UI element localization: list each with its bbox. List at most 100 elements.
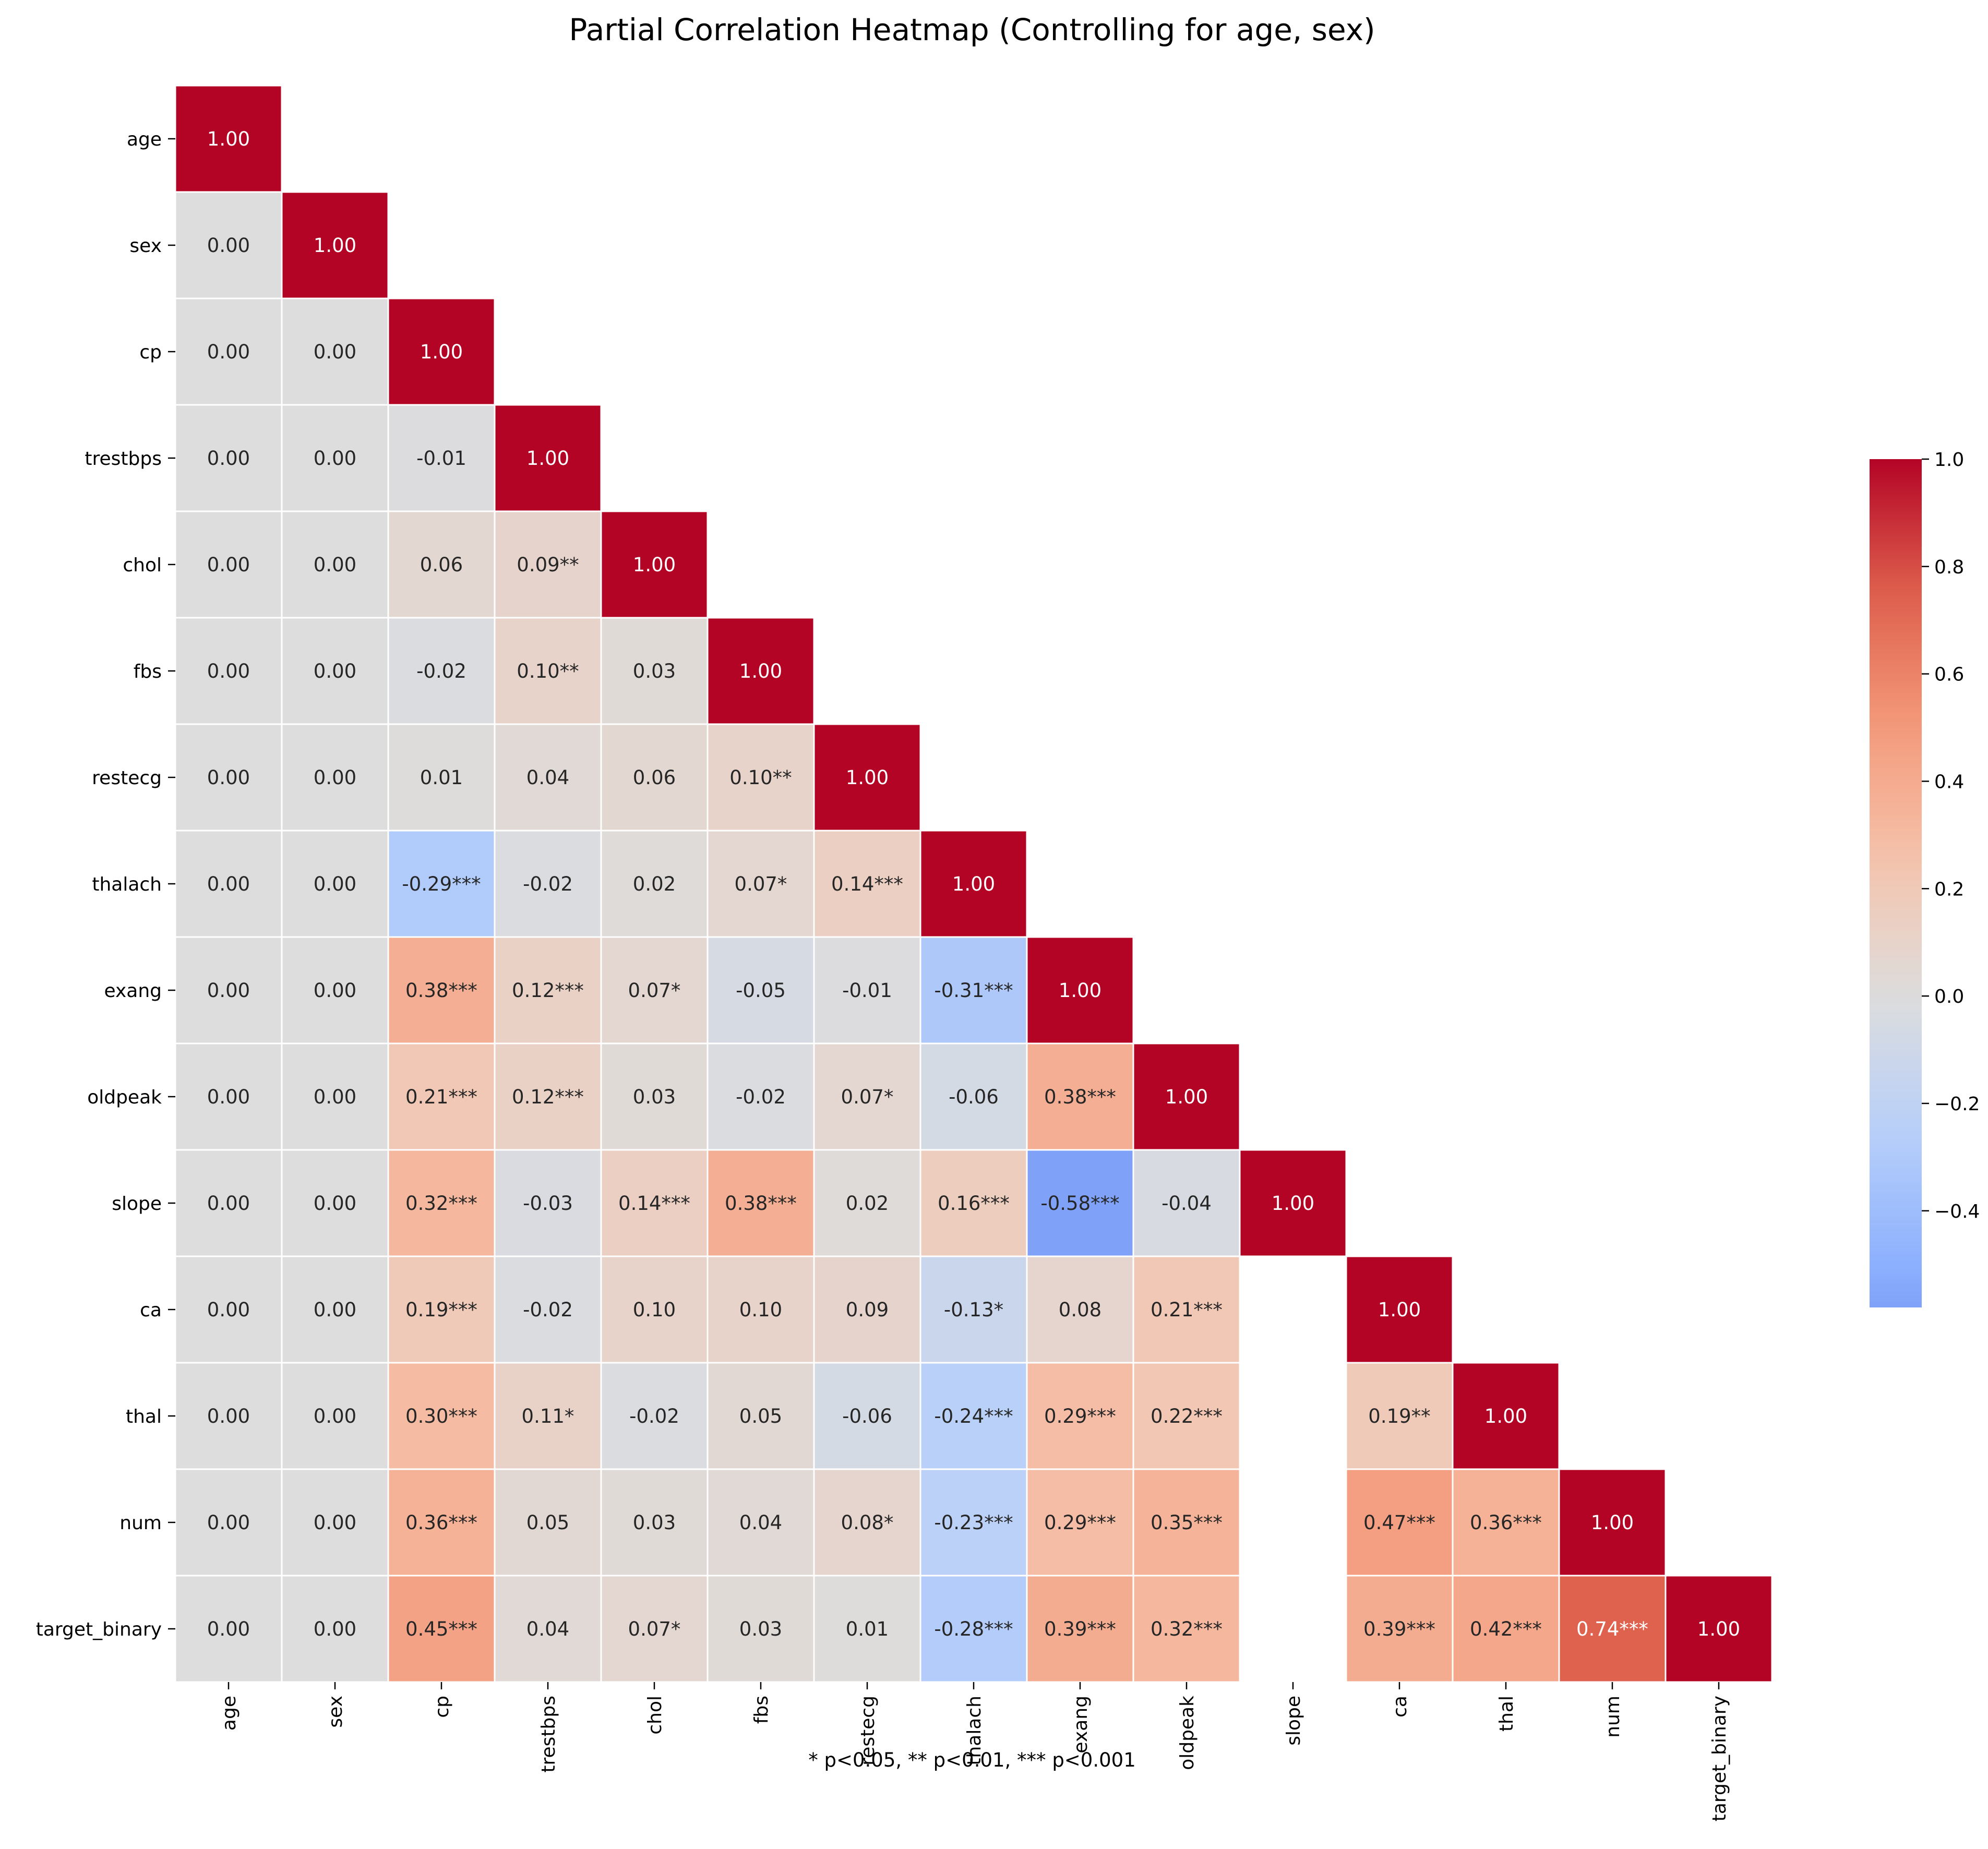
heatmap-cell-restecg-restecg (813, 723, 921, 832)
heatmap-cell-chol-trestbps (494, 510, 602, 619)
cell-label-ca-trestbps: -0.02 (523, 1299, 573, 1321)
cell-label-thalach-cp: -0.29*** (402, 873, 481, 895)
x-tick-label-sex: sex (325, 1696, 346, 1728)
colorbar-tick-label: 0.8 (1934, 557, 1964, 578)
cell-label-target_binary-restecg: 0.01 (846, 1618, 889, 1640)
cell-label-trestbps-age: 0.00 (207, 447, 250, 470)
cell-label-exang-sex: 0.00 (314, 979, 356, 1002)
cell-label-chol-sex: 0.00 (314, 554, 356, 576)
heatmap-cell-restecg-age (174, 723, 283, 832)
heatmap-cell-fbs-cp (387, 617, 496, 725)
heatmap-cell-sex-sex (281, 191, 389, 299)
cell-label-restecg-fbs: 0.10** (729, 766, 792, 789)
heatmap-cell-thal-ca (1345, 1362, 1454, 1470)
heatmap-cell-exang-trestbps (494, 936, 602, 1044)
heatmap-cell-target_binary-age (174, 1575, 283, 1683)
cell-label-trestbps-trestbps: 1.00 (526, 447, 569, 470)
cell-label-thalach-fbs: 0.07* (735, 873, 787, 895)
cell-label-thalach-thalach: 1.00 (952, 873, 995, 895)
x-tick-label-slope: slope (1283, 1696, 1304, 1746)
cell-label-sex-age: 0.00 (207, 234, 250, 257)
heatmap-cell-num-fbs (706, 1468, 815, 1577)
cell-label-target_binary-oldpeak: 0.32*** (1151, 1618, 1223, 1640)
cell-label-oldpeak-age: 0.00 (207, 1086, 250, 1108)
heatmap-cell-age-age (174, 85, 283, 193)
cell-label-fbs-sex: 0.00 (314, 660, 356, 682)
y-tick-label-oldpeak: oldpeak (87, 1087, 162, 1108)
cell-label-thalach-chol: 0.02 (633, 873, 676, 895)
heatmap-cell-oldpeak-age (174, 1042, 283, 1151)
cell-label-num-sex: 0.00 (314, 1511, 356, 1534)
cell-label-cp-age: 0.00 (207, 341, 250, 363)
heatmap-cell-target_binary-chol (600, 1575, 709, 1683)
x-tick-label-ca: ca (1390, 1696, 1411, 1718)
cell-label-fbs-trestbps: 0.10** (517, 660, 579, 682)
heatmap-cell-slope-exang (1026, 1149, 1134, 1257)
x-tick-label-restecg: restecg (857, 1696, 879, 1766)
x-tick-label-exang: exang (1070, 1696, 1092, 1754)
heatmap-cell-slope-fbs (706, 1149, 815, 1257)
cell-label-restecg-age: 0.00 (207, 766, 250, 789)
heatmap-cell-num-ca (1345, 1468, 1454, 1577)
cell-label-age-age: 1.00 (207, 128, 250, 150)
cell-label-target_binary-fbs: 0.03 (739, 1618, 782, 1640)
cell-label-thal-thalach: -0.24*** (934, 1405, 1013, 1427)
heatmap-cell-restecg-fbs (706, 723, 815, 832)
colorbar-tick-label: 0.4 (1934, 771, 1964, 793)
heatmap-cell-oldpeak-thalach (919, 1042, 1028, 1151)
cell-label-slope-trestbps: -0.03 (523, 1192, 573, 1215)
x-tick-label-age: age (219, 1696, 240, 1731)
cell-label-num-restecg: 0.08* (841, 1511, 894, 1534)
cell-label-thal-fbs: 0.05 (739, 1405, 782, 1427)
cell-label-exang-trestbps: 0.12*** (512, 979, 584, 1002)
colorbar-tick-label: −0.2 (1934, 1094, 1980, 1115)
cell-label-num-num: 1.00 (1591, 1511, 1634, 1534)
cell-label-exang-thalach: -0.31*** (934, 979, 1013, 1002)
y-tick-label-cp: cp (139, 342, 162, 363)
colorbar: 1.0 0.8 0.6 0.4 0.2 0.0 −0.2 −0.4 (1870, 449, 1980, 1307)
cell-label-ca-ca: 1.00 (1378, 1299, 1421, 1321)
heatmap-cell-chol-chol (600, 510, 709, 619)
heatmap-cell-thal-thalach (919, 1362, 1028, 1470)
colorbar-tick-label: 0.0 (1934, 986, 1964, 1007)
cell-label-thalach-age: 0.00 (207, 873, 250, 895)
x-tick-label-chol: chol (644, 1696, 666, 1735)
heatmap-cell-slope-trestbps (494, 1149, 602, 1257)
heatmap-cell-ca-oldpeak (1132, 1255, 1241, 1364)
cell-label-thal-oldpeak: 0.22*** (1151, 1405, 1223, 1427)
heatmap-cell-trestbps-sex (281, 404, 389, 512)
heatmap-cell-thal-trestbps (494, 1362, 602, 1470)
cell-label-thal-restecg: -0.06 (842, 1405, 892, 1427)
cell-label-target_binary-num: 0.74*** (1576, 1618, 1648, 1640)
cell-label-oldpeak-thalach: -0.06 (949, 1086, 999, 1108)
heatmap-cell-sex-age (174, 191, 283, 299)
cell-label-num-chol: 0.03 (633, 1511, 676, 1534)
cell-label-ca-exang: 0.08 (1059, 1299, 1101, 1321)
cell-label-oldpeak-oldpeak: 1.00 (1165, 1086, 1208, 1108)
cell-label-fbs-fbs: 1.00 (739, 660, 782, 682)
cell-label-target_binary-sex: 0.00 (314, 1618, 356, 1640)
heatmap-cell-exang-age (174, 936, 283, 1044)
y-tick-label-exang: exang (104, 980, 162, 1002)
cell-label-fbs-cp: -0.02 (416, 660, 466, 682)
cell-label-ca-age: 0.00 (207, 1299, 250, 1321)
colorbar-tick-label: 1.0 (1934, 449, 1964, 471)
cell-label-cp-cp: 1.00 (420, 341, 463, 363)
cell-label-restecg-restecg: 1.00 (846, 766, 889, 789)
colorbar-tick-label: 0.6 (1934, 664, 1964, 686)
cell-label-ca-chol: 0.10 (633, 1299, 676, 1321)
heatmap-cell-ca-cp (387, 1255, 496, 1364)
heatmap-cell-num-sex (281, 1468, 389, 1577)
heatmap-cell-thal-thal (1452, 1362, 1560, 1470)
heatmap-cell-num-num (1558, 1468, 1667, 1577)
cell-label-trestbps-sex: 0.00 (314, 447, 356, 470)
cell-label-target_binary-exang: 0.39*** (1044, 1618, 1116, 1640)
y-tick-label-sex: sex (129, 235, 162, 257)
cell-label-num-exang: 0.29*** (1044, 1511, 1116, 1534)
heatmap-cell-restecg-sex (281, 723, 389, 832)
cell-label-thal-age: 0.00 (207, 1405, 250, 1427)
cell-label-slope-exang: -0.58*** (1040, 1192, 1119, 1215)
cell-label-chol-trestbps: 0.09** (517, 554, 579, 576)
cell-label-num-oldpeak: 0.35*** (1151, 1511, 1223, 1534)
